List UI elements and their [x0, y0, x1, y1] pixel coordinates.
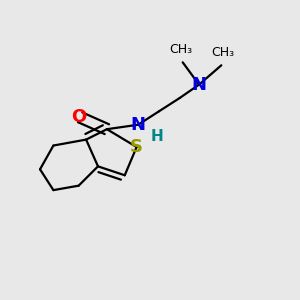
Text: CH₃: CH₃: [211, 46, 234, 59]
Text: N: N: [191, 76, 206, 94]
Text: CH₃: CH₃: [169, 44, 193, 56]
Text: S: S: [130, 138, 143, 156]
Text: O: O: [71, 108, 86, 126]
Text: N: N: [130, 116, 146, 134]
Text: H: H: [151, 129, 164, 144]
